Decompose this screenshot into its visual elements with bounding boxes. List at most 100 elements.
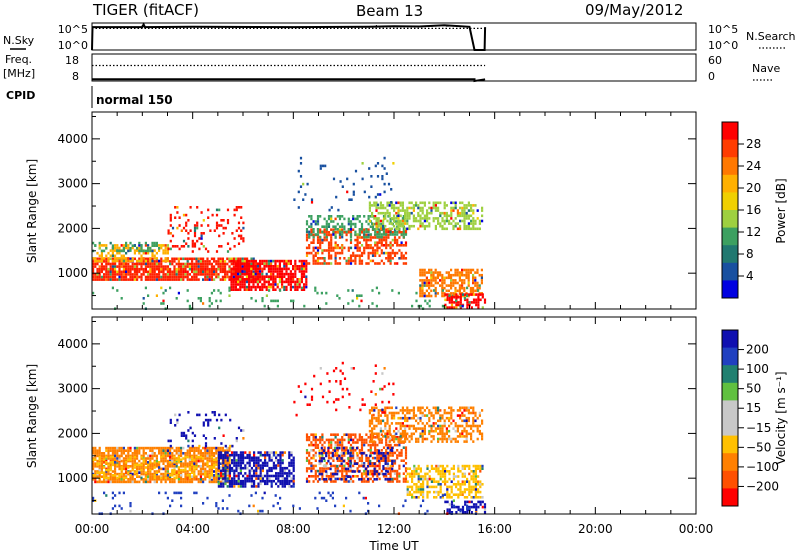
data-cell (363, 215, 366, 218)
data-cell (349, 446, 352, 450)
data-cell (384, 206, 387, 210)
data-cell (215, 208, 219, 212)
data-cell (447, 273, 450, 277)
data-cell (467, 268, 470, 272)
data-cell (166, 462, 169, 465)
data-cell (347, 436, 350, 439)
data-cell (195, 446, 198, 450)
data-cell (92, 265, 95, 268)
data-cell (264, 451, 267, 454)
data-cell (319, 167, 322, 170)
data-cell (283, 451, 286, 454)
data-cell (321, 477, 324, 481)
data-cell (207, 421, 210, 424)
data-cell (426, 302, 429, 305)
data-cell (340, 462, 343, 465)
data-cell (346, 177, 349, 181)
data-cell (300, 265, 303, 268)
data-cell (184, 468, 187, 472)
data-cell (162, 452, 165, 455)
data-cell (455, 293, 458, 296)
data-cell (325, 228, 328, 231)
data-cell (210, 455, 213, 459)
data-cell (380, 459, 383, 462)
data-cell (255, 469, 258, 473)
data-cell (406, 472, 409, 476)
data-cell (217, 453, 220, 457)
data-cell (195, 478, 198, 481)
data-cell (270, 479, 273, 483)
data-cell (472, 406, 475, 410)
data-cell (149, 267, 152, 271)
data-cell (228, 294, 231, 297)
data-cell (476, 227, 479, 231)
data-cell (233, 456, 236, 460)
data-cell (398, 464, 401, 468)
data-cell (219, 257, 222, 261)
data-cell (281, 453, 284, 457)
data-cell (197, 257, 200, 261)
data-cell (256, 285, 259, 289)
data-cell (224, 273, 227, 276)
data-cell (423, 432, 426, 436)
data-cell (432, 406, 435, 410)
data-cell (129, 449, 132, 452)
data-cell (98, 459, 101, 463)
data-cell (125, 476, 128, 480)
data-cell (316, 257, 320, 260)
data-cell (259, 262, 262, 265)
data-cell (228, 270, 231, 274)
data-cell (138, 465, 141, 468)
data-cell (147, 275, 150, 279)
data-cell (103, 265, 106, 268)
data-cell (432, 422, 435, 425)
data-cell (436, 292, 439, 295)
data-cell (481, 214, 484, 218)
data-cell (410, 435, 413, 438)
data-cell (221, 449, 224, 452)
data-cell (151, 449, 154, 452)
data-cell (248, 280, 251, 284)
data-cell (204, 449, 207, 452)
data-cell (388, 214, 391, 218)
data-cell (354, 257, 357, 260)
data-cell (177, 273, 180, 276)
data-cell (396, 436, 399, 439)
data-cell (360, 262, 364, 265)
data-cell (177, 265, 180, 268)
data-cell (174, 245, 177, 248)
data-cell (305, 438, 309, 442)
data-cell (118, 480, 121, 484)
data-cell (467, 284, 470, 287)
data-cell (455, 303, 458, 307)
data-cell (144, 446, 147, 450)
data-cell (474, 219, 477, 223)
data-cell (395, 437, 398, 441)
freq-left-unit: [MHz] (3, 67, 35, 80)
data-cell (400, 241, 403, 244)
data-cell (354, 217, 357, 221)
data-cell (138, 275, 141, 279)
data-cell (266, 453, 269, 457)
data-cell (248, 464, 251, 467)
data-cell (397, 411, 400, 415)
data-cell (171, 257, 174, 261)
data-cell (376, 249, 379, 252)
data-cell (434, 286, 437, 290)
data-cell (131, 265, 134, 268)
data-cell (393, 411, 396, 415)
data-cell (428, 268, 431, 272)
data-cell (240, 206, 243, 209)
data-cell (395, 217, 398, 220)
data-cell (330, 480, 333, 483)
data-cell (259, 469, 262, 473)
data-cell (349, 438, 353, 442)
data-cell (336, 457, 339, 460)
data-cell (138, 463, 141, 467)
data-cell (219, 299, 222, 303)
data-cell (470, 306, 473, 309)
data-cell (208, 478, 211, 481)
data-cell (133, 452, 136, 455)
data-cell (390, 422, 393, 425)
data-cell (96, 259, 99, 263)
